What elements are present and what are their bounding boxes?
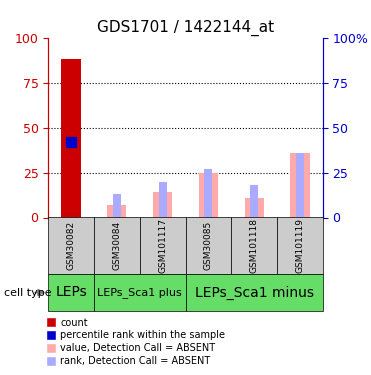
- Text: GSM101117: GSM101117: [158, 218, 167, 273]
- Bar: [296, 153, 304, 218]
- Text: LEPs_Sca1 plus: LEPs_Sca1 plus: [97, 287, 182, 298]
- FancyBboxPatch shape: [186, 274, 323, 311]
- FancyBboxPatch shape: [48, 217, 94, 274]
- Bar: [113, 194, 121, 217]
- Text: LEPs_Sca1 minus: LEPs_Sca1 minus: [195, 285, 313, 300]
- Bar: [62, 59, 81, 217]
- Title: GDS1701 / 1422144_at: GDS1701 / 1422144_at: [97, 20, 274, 36]
- Text: GSM101118: GSM101118: [250, 218, 259, 273]
- Text: GSM30084: GSM30084: [112, 221, 121, 270]
- FancyBboxPatch shape: [140, 217, 186, 274]
- FancyBboxPatch shape: [94, 217, 140, 274]
- Bar: [159, 182, 167, 218]
- Bar: [244, 198, 264, 217]
- Bar: [204, 169, 212, 217]
- FancyBboxPatch shape: [94, 274, 186, 311]
- Text: cell type: cell type: [4, 288, 51, 297]
- Bar: [250, 185, 258, 218]
- FancyBboxPatch shape: [186, 217, 231, 274]
- Bar: [153, 192, 172, 217]
- FancyBboxPatch shape: [277, 217, 323, 274]
- Text: GSM30085: GSM30085: [204, 221, 213, 270]
- Bar: [290, 153, 309, 218]
- Text: LEPs: LEPs: [55, 285, 87, 300]
- FancyBboxPatch shape: [48, 274, 94, 311]
- Bar: [107, 205, 127, 218]
- FancyBboxPatch shape: [231, 217, 277, 274]
- Bar: [199, 172, 218, 217]
- Legend: count, percentile rank within the sample, value, Detection Call = ABSENT, rank, : count, percentile rank within the sample…: [42, 314, 229, 370]
- Text: GSM30082: GSM30082: [67, 221, 76, 270]
- Text: GSM101119: GSM101119: [295, 218, 304, 273]
